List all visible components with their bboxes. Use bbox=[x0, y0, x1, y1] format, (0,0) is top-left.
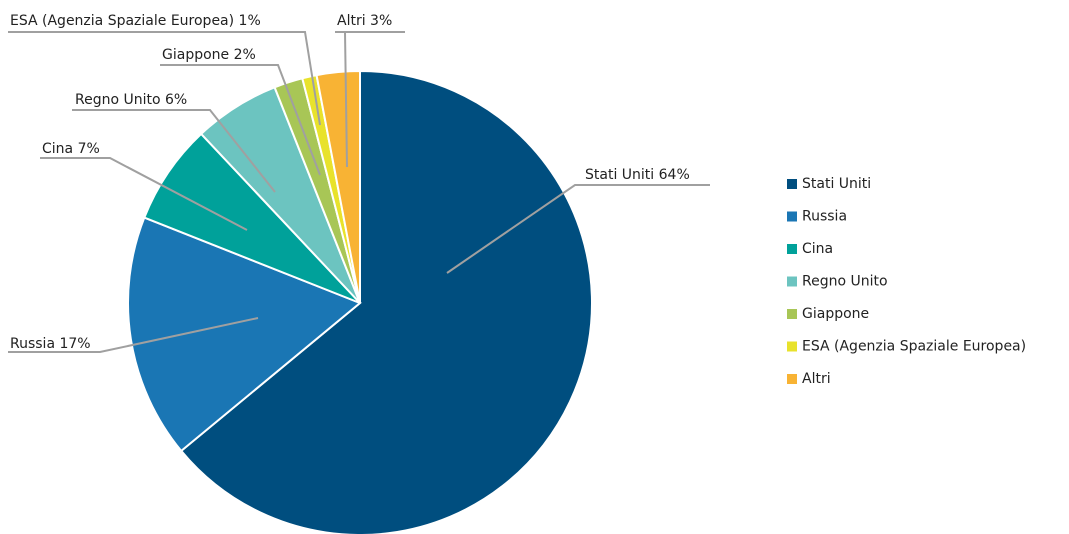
legend-label: Cina bbox=[802, 241, 833, 257]
data-label: Regno Unito 6% bbox=[75, 92, 187, 108]
legend-label: Stati Uniti bbox=[802, 176, 871, 192]
data-label: Giappone 2% bbox=[162, 47, 256, 63]
pie-slice bbox=[127, 216, 362, 453]
data-label: Russia 17% bbox=[10, 336, 91, 352]
legend-swatch bbox=[787, 179, 797, 189]
legend-label: ESA (Agenzia Spaziale Europea) bbox=[802, 339, 1026, 355]
legend-swatch bbox=[787, 211, 797, 222]
legend-swatch bbox=[787, 309, 797, 319]
data-label: ESA (Agenzia Spaziale Europea) 1% bbox=[10, 13, 261, 29]
data-label: Altri 3% bbox=[337, 13, 392, 29]
data-label: Stati Uniti 64% bbox=[585, 167, 690, 183]
legend-swatch bbox=[787, 244, 797, 254]
data-label: Cina 7% bbox=[42, 141, 100, 157]
legend-swatch bbox=[787, 276, 797, 287]
legend-swatch bbox=[787, 374, 797, 384]
legend-swatch bbox=[787, 341, 797, 352]
legend-label: Regno Unito bbox=[802, 274, 888, 290]
pie-slice bbox=[315, 69, 361, 304]
legend-label: Giappone bbox=[802, 306, 869, 322]
pie-slice bbox=[142, 132, 361, 304]
legend-label: Russia bbox=[802, 209, 847, 225]
legend-label: Altri bbox=[802, 371, 831, 387]
pie-slice bbox=[179, 69, 593, 534]
